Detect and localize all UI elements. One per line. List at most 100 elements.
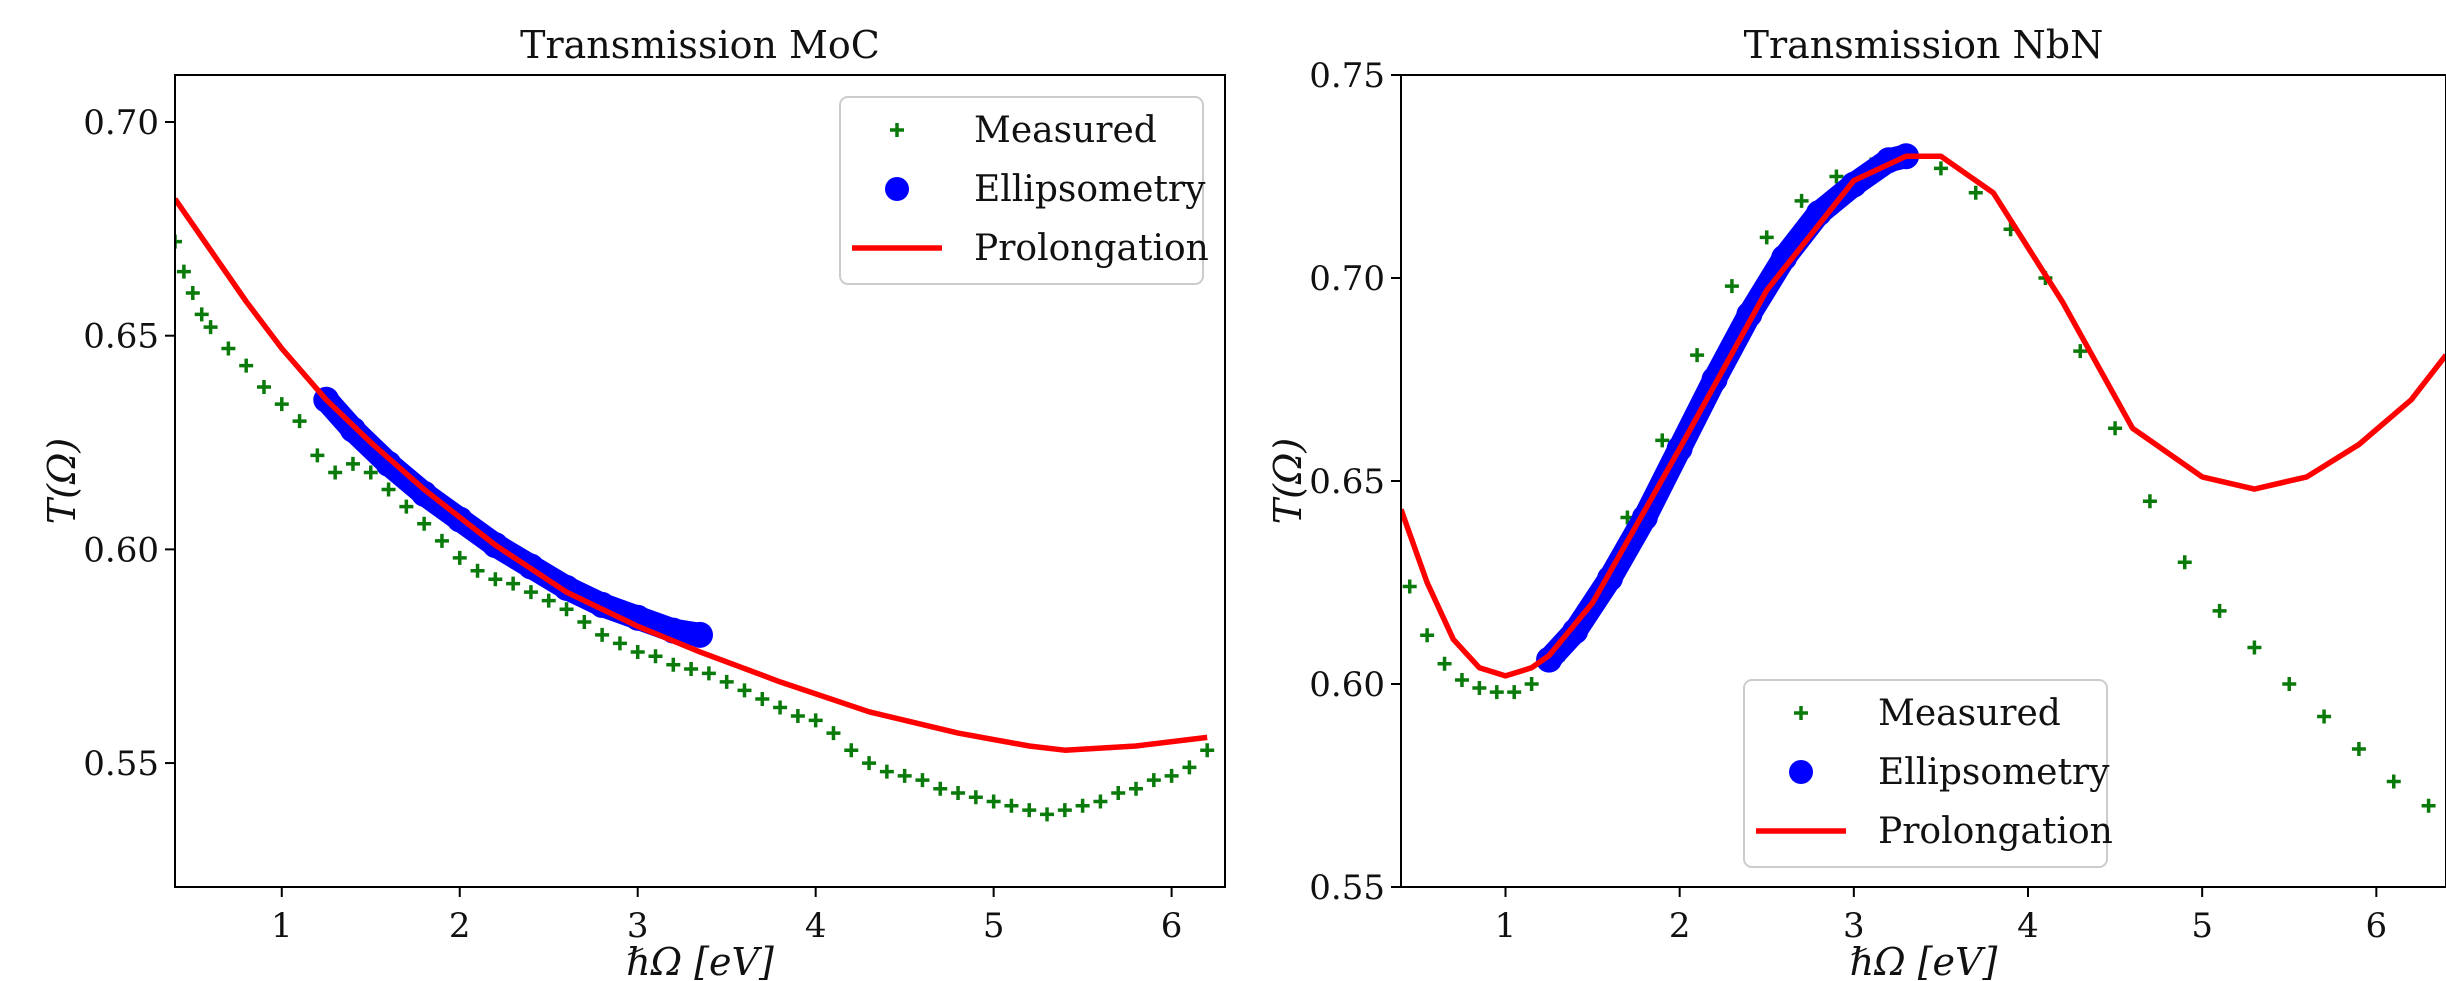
x-tick-label: 4 bbox=[805, 906, 827, 946]
measured-point bbox=[274, 397, 289, 412]
measured-point bbox=[595, 627, 610, 642]
plot-area bbox=[1401, 143, 2446, 813]
measured-point bbox=[1129, 781, 1144, 796]
measured-point bbox=[2351, 741, 2366, 756]
measured-point bbox=[452, 550, 467, 565]
x-tick-label: 2 bbox=[449, 906, 471, 946]
measured-point bbox=[844, 743, 859, 758]
prolongation-line bbox=[175, 197, 1208, 753]
measured-point bbox=[559, 602, 574, 617]
x-tick-label: 3 bbox=[1843, 906, 1865, 946]
measured-point bbox=[1164, 768, 1179, 783]
measured-point bbox=[1794, 193, 1809, 208]
measured-point bbox=[176, 264, 191, 279]
axes-frame bbox=[174, 74, 1226, 888]
measured-point bbox=[915, 773, 930, 788]
measured-point bbox=[1968, 185, 1983, 200]
measured-point bbox=[1420, 628, 1435, 643]
measured-point bbox=[1093, 794, 1108, 809]
measured-point bbox=[1933, 161, 1948, 176]
y-tick-label: 0.70 bbox=[1309, 259, 1385, 299]
x-tick-label: 4 bbox=[2017, 906, 2039, 946]
measured-point bbox=[1655, 433, 1670, 448]
measured-point bbox=[470, 563, 485, 578]
measured-point bbox=[2317, 709, 2332, 724]
ellipsometry-point bbox=[1562, 618, 1589, 645]
measured-point bbox=[826, 726, 841, 741]
x-tick-label: 1 bbox=[1495, 906, 1517, 946]
measured-point bbox=[1489, 685, 1504, 700]
measured-point bbox=[381, 482, 396, 497]
x-tick-label: 1 bbox=[271, 906, 293, 946]
x-axis-label: ℏΩ [eV] bbox=[1850, 940, 1998, 981]
legend-box bbox=[839, 96, 1204, 285]
measured-point bbox=[1022, 803, 1037, 818]
series-ellipsometry bbox=[313, 386, 713, 648]
measured-point bbox=[719, 674, 734, 689]
x-tick-label: 6 bbox=[2366, 906, 2388, 946]
measured-point bbox=[194, 307, 209, 322]
measured-point bbox=[1829, 169, 1844, 184]
x-tick-label: 6 bbox=[1161, 906, 1183, 946]
y-tick-label: 0.55 bbox=[1309, 868, 1385, 908]
measured-point bbox=[203, 320, 218, 335]
measured-point bbox=[808, 713, 823, 728]
measured-point bbox=[1759, 230, 1774, 245]
measured-point bbox=[630, 644, 645, 659]
measured-point bbox=[345, 456, 360, 471]
legend-marker-measured bbox=[890, 123, 904, 137]
series-ellipsometry bbox=[1536, 143, 1920, 673]
measured-point bbox=[310, 448, 325, 463]
measured-point bbox=[175, 234, 182, 249]
measured-point bbox=[1075, 798, 1090, 813]
measured-point bbox=[2073, 344, 2088, 359]
measured-point bbox=[701, 666, 716, 681]
y-tick-label: 0.65 bbox=[83, 317, 159, 357]
measured-point bbox=[1472, 681, 1487, 696]
measured-point bbox=[523, 585, 538, 600]
measured-point bbox=[773, 700, 788, 715]
measured-point bbox=[488, 572, 503, 587]
legend: Measured Ellipsometry Prolongation bbox=[1743, 679, 2113, 868]
chart-title: Transmission NbN bbox=[1744, 23, 2104, 67]
measured-point bbox=[648, 649, 663, 664]
measured-point bbox=[2212, 603, 2227, 618]
x-tick-label: 3 bbox=[627, 906, 649, 946]
measured-point bbox=[1040, 807, 1055, 822]
measured-point bbox=[1724, 279, 1739, 294]
x-tick-label: 2 bbox=[1669, 906, 1691, 946]
measured-point bbox=[2247, 640, 2262, 655]
measured-point bbox=[2421, 798, 2436, 813]
measured-point bbox=[1146, 773, 1161, 788]
measured-point bbox=[1437, 656, 1452, 671]
y-tick-label: 0.75 bbox=[1309, 56, 1385, 96]
measured-point bbox=[684, 662, 699, 677]
measured-point bbox=[2108, 421, 2123, 436]
chart-title: Transmission MoC bbox=[520, 23, 880, 67]
measured-point bbox=[541, 593, 556, 608]
measured-point bbox=[968, 790, 983, 805]
measured-point bbox=[790, 709, 805, 724]
measured-point bbox=[737, 683, 752, 698]
plot-area bbox=[175, 197, 1215, 822]
measured-point bbox=[577, 615, 592, 630]
measured-point bbox=[1690, 348, 1705, 363]
legend-marker-ellipsometry bbox=[1789, 760, 1813, 784]
measured-point bbox=[185, 285, 200, 300]
y-tick-label: 0.55 bbox=[83, 744, 159, 784]
legend-label: Measured bbox=[974, 110, 1157, 151]
measured-point bbox=[292, 414, 307, 429]
measured-point bbox=[897, 768, 912, 783]
measured-point bbox=[434, 533, 449, 548]
ellipsometry-point bbox=[339, 416, 366, 443]
measured-point bbox=[256, 379, 271, 394]
measured-point bbox=[1057, 803, 1072, 818]
prolongation-line bbox=[1401, 153, 2446, 679]
legend-label: Prolongation bbox=[974, 228, 1209, 269]
measured-point bbox=[1454, 672, 1469, 687]
x-tick-label: 5 bbox=[2191, 906, 2213, 946]
measured-point bbox=[1182, 760, 1197, 775]
measured-point bbox=[417, 516, 432, 531]
